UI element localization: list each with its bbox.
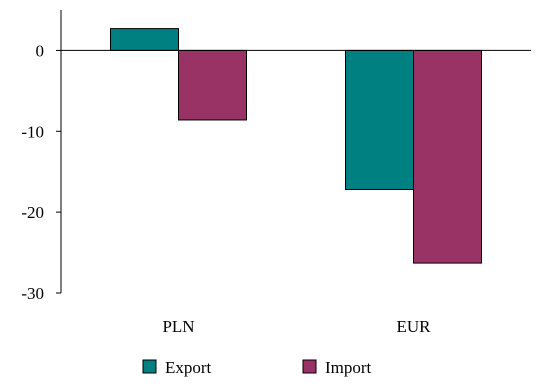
legend-label-import: Import bbox=[325, 358, 372, 377]
bar-import-pln bbox=[178, 49, 247, 121]
legend-label-export: Export bbox=[165, 358, 212, 377]
y-tick-label: 0 bbox=[36, 41, 45, 60]
labels-group: PLN EUR 0 -10 -20 -30 bbox=[21, 41, 431, 336]
bars-group bbox=[110, 28, 482, 264]
bar-export-eur bbox=[345, 49, 414, 191]
y-tick-label: -30 bbox=[21, 284, 44, 303]
y-tick-label: -20 bbox=[21, 203, 44, 222]
axes-group bbox=[56, 10, 531, 294]
bar-import-eur bbox=[413, 49, 482, 264]
legend-swatch-export bbox=[142, 359, 157, 374]
legend: Export Import bbox=[142, 358, 372, 377]
category-label-eur: EUR bbox=[397, 317, 432, 336]
y-tick-label: -10 bbox=[21, 122, 44, 141]
legend-swatch-import bbox=[302, 359, 317, 374]
bar-export-pln bbox=[110, 28, 179, 51]
category-label-pln: PLN bbox=[162, 317, 194, 336]
